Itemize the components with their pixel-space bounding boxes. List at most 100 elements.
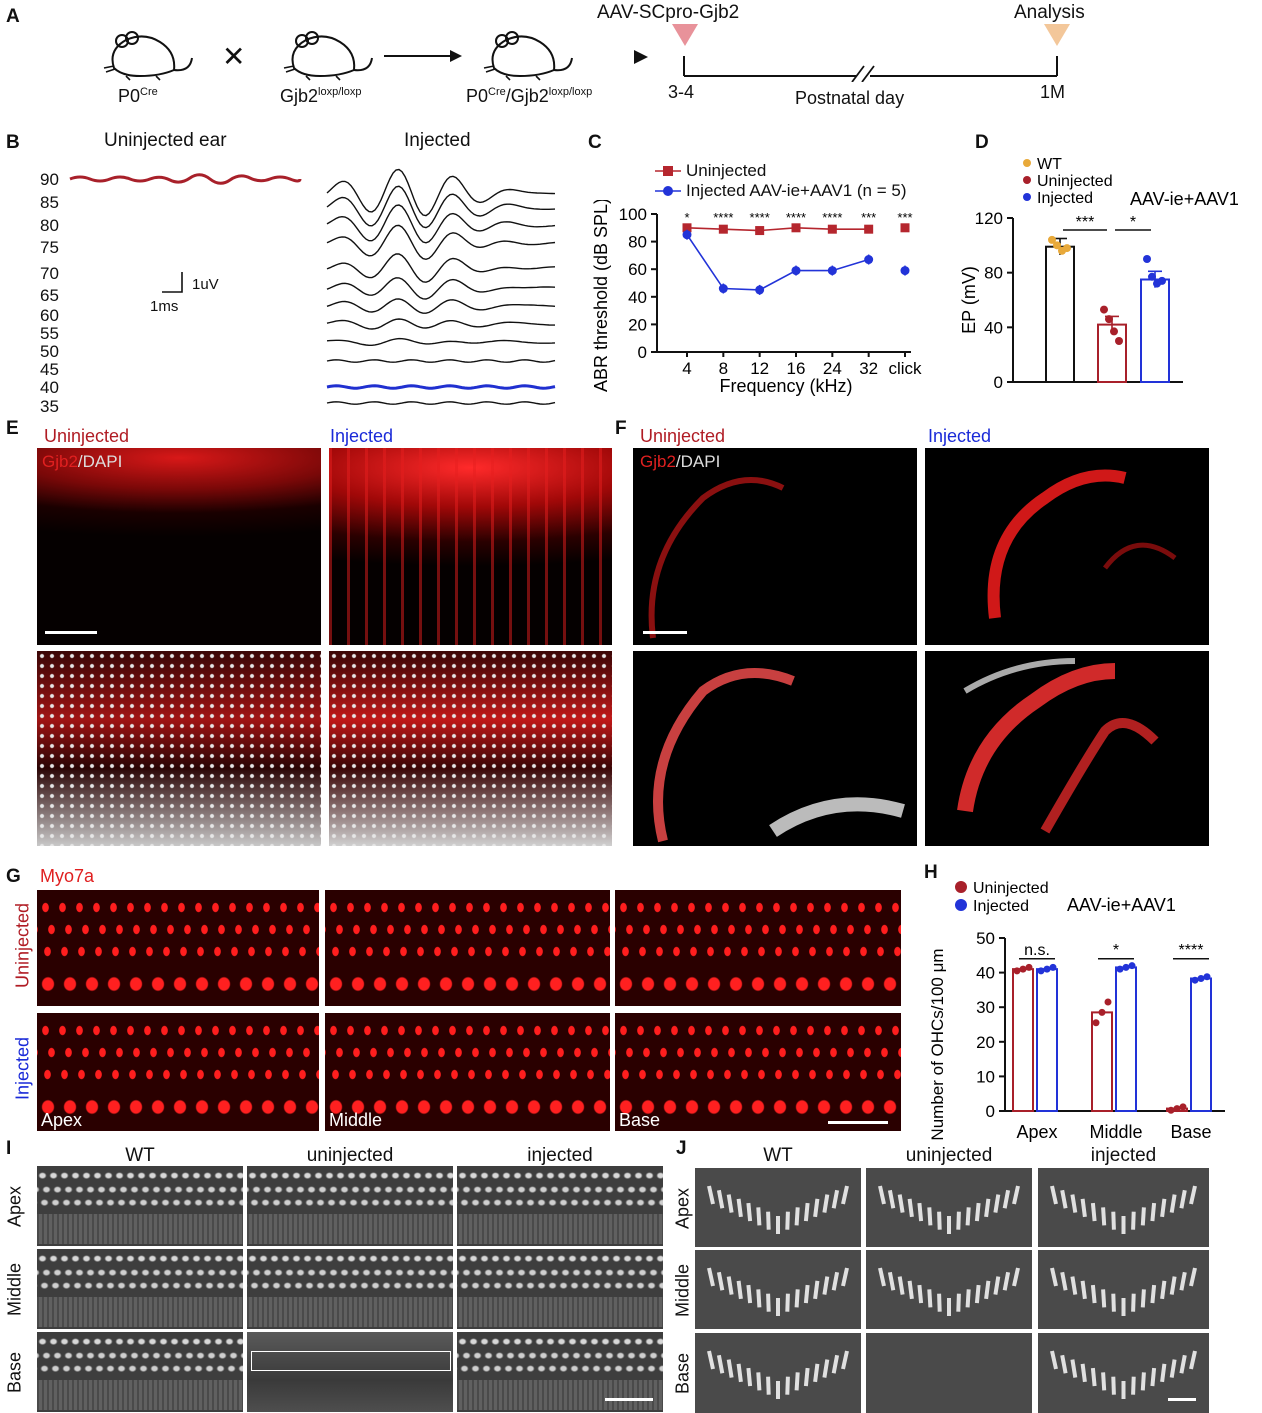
scale-voltage: 1uV (192, 276, 219, 293)
stereocilia-row (878, 1185, 1020, 1234)
strain-cross-result: P0Cre/Gjb2loxp/loxp (466, 86, 593, 106)
abr-level-label: 60 (40, 306, 59, 325)
f-stain-label: Gjb2/DAPI (640, 452, 721, 471)
abr-level-label: 45 (40, 360, 59, 379)
legend-label: Injected (973, 898, 1029, 915)
abr-trace (326, 253, 556, 283)
data-point (864, 224, 874, 234)
stereocilia-bundle (878, 1185, 1020, 1234)
i-sem-image (247, 1332, 453, 1412)
j-col-label: injected (1090, 1145, 1157, 1166)
scale-bar (643, 631, 687, 634)
data-point (1092, 1019, 1100, 1027)
data-point (1049, 963, 1057, 971)
i-col-label: uninjected (306, 1145, 394, 1166)
data-point (1203, 973, 1211, 981)
j-sem-image (695, 1168, 861, 1247)
significance-mark: * (684, 210, 689, 225)
abr-level-label: 35 (40, 397, 59, 416)
y-tick-label: 120 (975, 209, 1003, 228)
significance-mark: **** (822, 210, 842, 225)
significance-mark: n.s. (1024, 942, 1050, 959)
stereocilia-bundle (1050, 1267, 1197, 1316)
data-point (718, 224, 728, 234)
stereocilia-bundle (707, 1350, 849, 1399)
strain-p0cre: P0Cre (118, 86, 158, 106)
panel-label-h: H (924, 862, 938, 883)
x-tick-label: Middle (1089, 1122, 1142, 1142)
y-tick-label: 20 (628, 315, 647, 334)
j-sem-image (866, 1250, 1032, 1329)
condition-annotation: AAV-ie+AAV1 (1130, 189, 1239, 209)
legend-dot (1023, 176, 1031, 184)
g-myo7a-image (325, 1013, 610, 1131)
scale-bar (1168, 1398, 1196, 1401)
day-start: 3-4 (668, 82, 695, 102)
i-row-label: Apex (4, 1185, 25, 1228)
y-axis-label: EP (mV) (959, 266, 979, 334)
x-tick-label: 8 (719, 359, 728, 378)
g-region-label: Middle (329, 1110, 383, 1130)
bar (1036, 968, 1058, 1112)
abr-trace (326, 337, 556, 346)
panel-label-b: B (6, 132, 20, 153)
arrowhead-icon (634, 50, 648, 64)
data-point (900, 266, 910, 276)
g-stain-label: Myo7a (40, 866, 95, 886)
data-point (1116, 965, 1124, 973)
abr-trace (326, 359, 556, 363)
y-tick-label: 40 (984, 318, 1003, 337)
scale-bar (45, 631, 97, 634)
significance-mark: *** (861, 210, 876, 225)
data-point (1179, 1103, 1187, 1111)
condition-annotation: AAV-ie+AAV1 (1067, 895, 1176, 915)
data-point (1143, 255, 1151, 263)
stereocilia-row (707, 1350, 849, 1399)
data-point (1037, 967, 1045, 975)
abr-trace (326, 277, 556, 300)
j-sem-image (695, 1333, 861, 1413)
i-sem-image (37, 1166, 243, 1246)
stereocilia-row (1050, 1267, 1197, 1316)
data-point (718, 284, 728, 294)
panel-label-j: J (676, 1138, 687, 1159)
injection-label: AAV-SCpro-Gjb2 (597, 2, 740, 23)
stereocilia-row (707, 1185, 849, 1234)
significance-mark: * (1130, 214, 1136, 231)
bar (1045, 245, 1075, 383)
abr-trace (326, 384, 556, 390)
timeline (683, 56, 1058, 82)
g-myo7a-image (37, 890, 319, 1006)
legend-injected-marker (655, 186, 681, 196)
scale-time: 1ms (150, 298, 179, 315)
abr-trace (326, 204, 556, 244)
series-line (686, 226, 869, 232)
data-point (1158, 276, 1166, 285)
data-point (827, 266, 837, 276)
mouse-icon (283, 31, 373, 81)
data-point (1105, 315, 1113, 324)
g-region-label: Apex (41, 1110, 83, 1130)
panel-label-i: I (6, 1138, 12, 1159)
data-point (1104, 998, 1112, 1006)
data-point (755, 285, 765, 295)
legend-dot (1023, 193, 1031, 201)
e-injected-merge-image (329, 651, 612, 846)
significance-mark: *** (897, 210, 912, 225)
abr-trace (326, 401, 556, 405)
x-tick-label: click (888, 359, 922, 378)
f-col-injected: Injected (928, 426, 992, 446)
data-point (1048, 235, 1056, 244)
y-tick-label: 20 (976, 1033, 995, 1052)
i-sem-image (457, 1249, 663, 1329)
stereocilia-bundle (707, 1185, 849, 1234)
data-point (1148, 272, 1156, 281)
j-sem-image (866, 1333, 1032, 1413)
i-row-label: Base (4, 1351, 25, 1394)
abr-level-label: 55 (40, 324, 59, 343)
j-col-label: uninjected (905, 1145, 993, 1166)
y-tick-label: 100 (619, 205, 647, 224)
stereocilia-bundle (1050, 1350, 1197, 1399)
scale-bar (605, 1398, 653, 1401)
legend-label: Uninjected (1037, 173, 1113, 190)
